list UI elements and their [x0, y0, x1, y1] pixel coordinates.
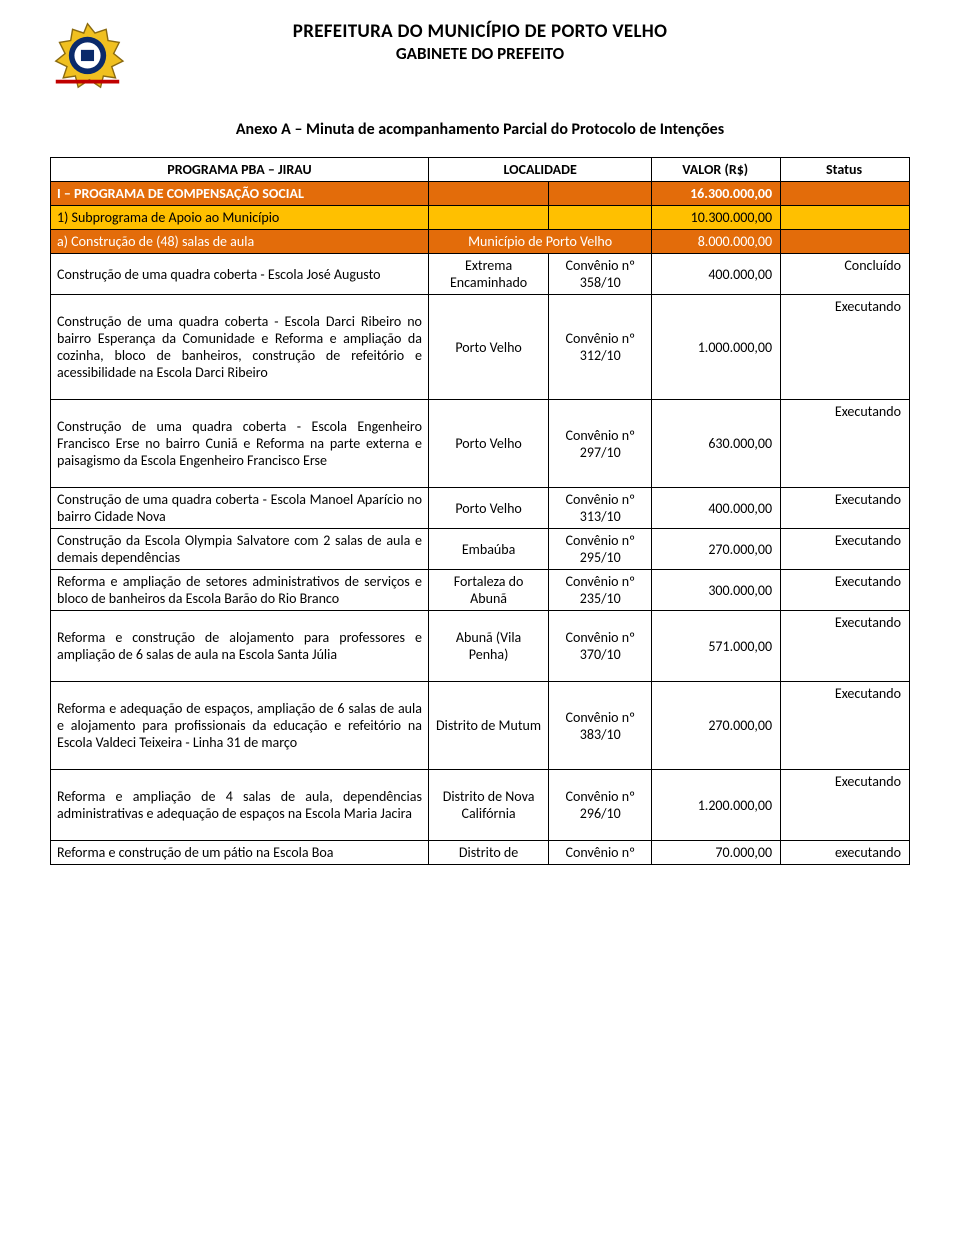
document-header: PREFEITURA DO MUNICÍPIO DE PORTO VELHO G…	[50, 20, 910, 90]
row-locality: Distrito de	[428, 841, 548, 865]
row-value: 400.000,00	[652, 254, 781, 295]
item-a-locality: Município de Porto Velho	[428, 230, 651, 254]
row-value: 270.000,00	[652, 529, 781, 570]
row-status: Executando	[781, 682, 910, 770]
table-row: Reforma e construção de um pátio na Esco…	[51, 841, 910, 865]
row-description: Reforma e construção de alojamento para …	[51, 611, 429, 682]
row-value: 300.000,00	[652, 570, 781, 611]
row-locality: Distrito de Nova Califórnia	[428, 770, 548, 841]
table-row: Reforma e ampliação de 4 salas de aula, …	[51, 770, 910, 841]
row-value: 630.000,00	[652, 400, 781, 488]
row-value: 400.000,00	[652, 488, 781, 529]
item-a-row: a) Construção de (48) salas de aula Muni…	[51, 230, 910, 254]
subprogram-label: 1) Subprograma de Apoio ao Município	[51, 206, 429, 230]
header-line-1: PREFEITURA DO MUNICÍPIO DE PORTO VELHO	[50, 20, 910, 43]
row-status: Executando	[781, 488, 910, 529]
row-value: 70.000,00	[652, 841, 781, 865]
row-status: Executando	[781, 400, 910, 488]
row-convention: Convênio nº 358/10	[549, 254, 652, 295]
table-row: Construção de uma quadra coberta - Escol…	[51, 254, 910, 295]
row-convention: Convênio nº 296/10	[549, 770, 652, 841]
row-locality: Abunã (Vila Penha)	[428, 611, 548, 682]
page: PREFEITURA DO MUNICÍPIO DE PORTO VELHO G…	[0, 0, 960, 865]
header-titles: PREFEITURA DO MUNICÍPIO DE PORTO VELHO G…	[50, 20, 910, 64]
row-locality: Fortaleza do Abunã	[428, 570, 548, 611]
row-status: Concluído	[781, 254, 910, 295]
row-locality: Embaúba	[428, 529, 548, 570]
row-description: Construção da Escola Olympia Salvatore c…	[51, 529, 429, 570]
row-value: 571.000,00	[652, 611, 781, 682]
row-description: Construção de uma quadra coberta - Escol…	[51, 295, 429, 400]
row-locality: Extrema Encaminhado	[428, 254, 548, 295]
th-program: PROGRAMA PBA – JIRAU	[51, 158, 429, 182]
row-status: Executando	[781, 529, 910, 570]
row-description: Reforma e construção de um pátio na Esco…	[51, 841, 429, 865]
section-row: I – PROGRAMA DE COMPENSAÇÃO SOCIAL 16.30…	[51, 182, 910, 206]
row-convention: Convênio nº 297/10	[549, 400, 652, 488]
th-status: Status	[781, 158, 910, 182]
row-status: Executando	[781, 770, 910, 841]
item-a-value: 8.000.000,00	[652, 230, 781, 254]
section-label: I – PROGRAMA DE COMPENSAÇÃO SOCIAL	[51, 182, 429, 206]
table-row: Reforma e ampliação de setores administr…	[51, 570, 910, 611]
row-status: executando	[781, 841, 910, 865]
row-value: 1.200.000,00	[652, 770, 781, 841]
table-row: Construção da Escola Olympia Salvatore c…	[51, 529, 910, 570]
subprogram-value: 10.300.000,00	[652, 206, 781, 230]
row-description: Construção de uma quadra coberta - Escol…	[51, 488, 429, 529]
row-locality: Porto Velho	[428, 295, 548, 400]
header-line-2: GABINETE DO PREFEITO	[50, 43, 910, 64]
row-convention: Convênio nº 383/10	[549, 682, 652, 770]
row-convention: Convênio nº 370/10	[549, 611, 652, 682]
row-locality: Distrito de Mutum	[428, 682, 548, 770]
row-value: 1.000.000,00	[652, 295, 781, 400]
item-a-label: a) Construção de (48) salas de aula	[51, 230, 429, 254]
table-row: Construção de uma quadra coberta - Escol…	[51, 295, 910, 400]
table-row: Construção de uma quadra coberta - Escol…	[51, 400, 910, 488]
section-value: 16.300.000,00	[652, 182, 781, 206]
annex-title: Anexo A – Minuta de acompanhamento Parci…	[50, 120, 910, 139]
th-locality: LOCALIDADE	[428, 158, 651, 182]
row-value: 270.000,00	[652, 682, 781, 770]
row-locality: Porto Velho	[428, 488, 548, 529]
row-status: Executando	[781, 611, 910, 682]
row-description: Reforma e ampliação de 4 salas de aula, …	[51, 770, 429, 841]
subprogram-row: 1) Subprograma de Apoio ao Município 10.…	[51, 206, 910, 230]
row-description: Reforma e adequação de espaços, ampliaçã…	[51, 682, 429, 770]
row-description: Construção de uma quadra coberta - Escol…	[51, 400, 429, 488]
row-description: Reforma e ampliação de setores administr…	[51, 570, 429, 611]
row-status: Executando	[781, 295, 910, 400]
table-header-row: PROGRAMA PBA – JIRAU LOCALIDADE VALOR (R…	[51, 158, 910, 182]
row-convention: Convênio nº 313/10	[549, 488, 652, 529]
table-row: Construção de uma quadra coberta - Escol…	[51, 488, 910, 529]
table-row: Reforma e adequação de espaços, ampliaçã…	[51, 682, 910, 770]
row-convention: Convênio nº	[549, 841, 652, 865]
row-locality: Porto Velho	[428, 400, 548, 488]
row-convention: Convênio nº 295/10	[549, 529, 652, 570]
row-convention: Convênio nº 235/10	[549, 570, 652, 611]
th-value: VALOR (R$)	[652, 158, 781, 182]
table-row: Reforma e construção de alojamento para …	[51, 611, 910, 682]
row-status: Executando	[781, 570, 910, 611]
row-description: Construção de uma quadra coberta - Escol…	[51, 254, 429, 295]
annex-table: PROGRAMA PBA – JIRAU LOCALIDADE VALOR (R…	[50, 157, 910, 865]
row-convention: Convênio nº 312/10	[549, 295, 652, 400]
